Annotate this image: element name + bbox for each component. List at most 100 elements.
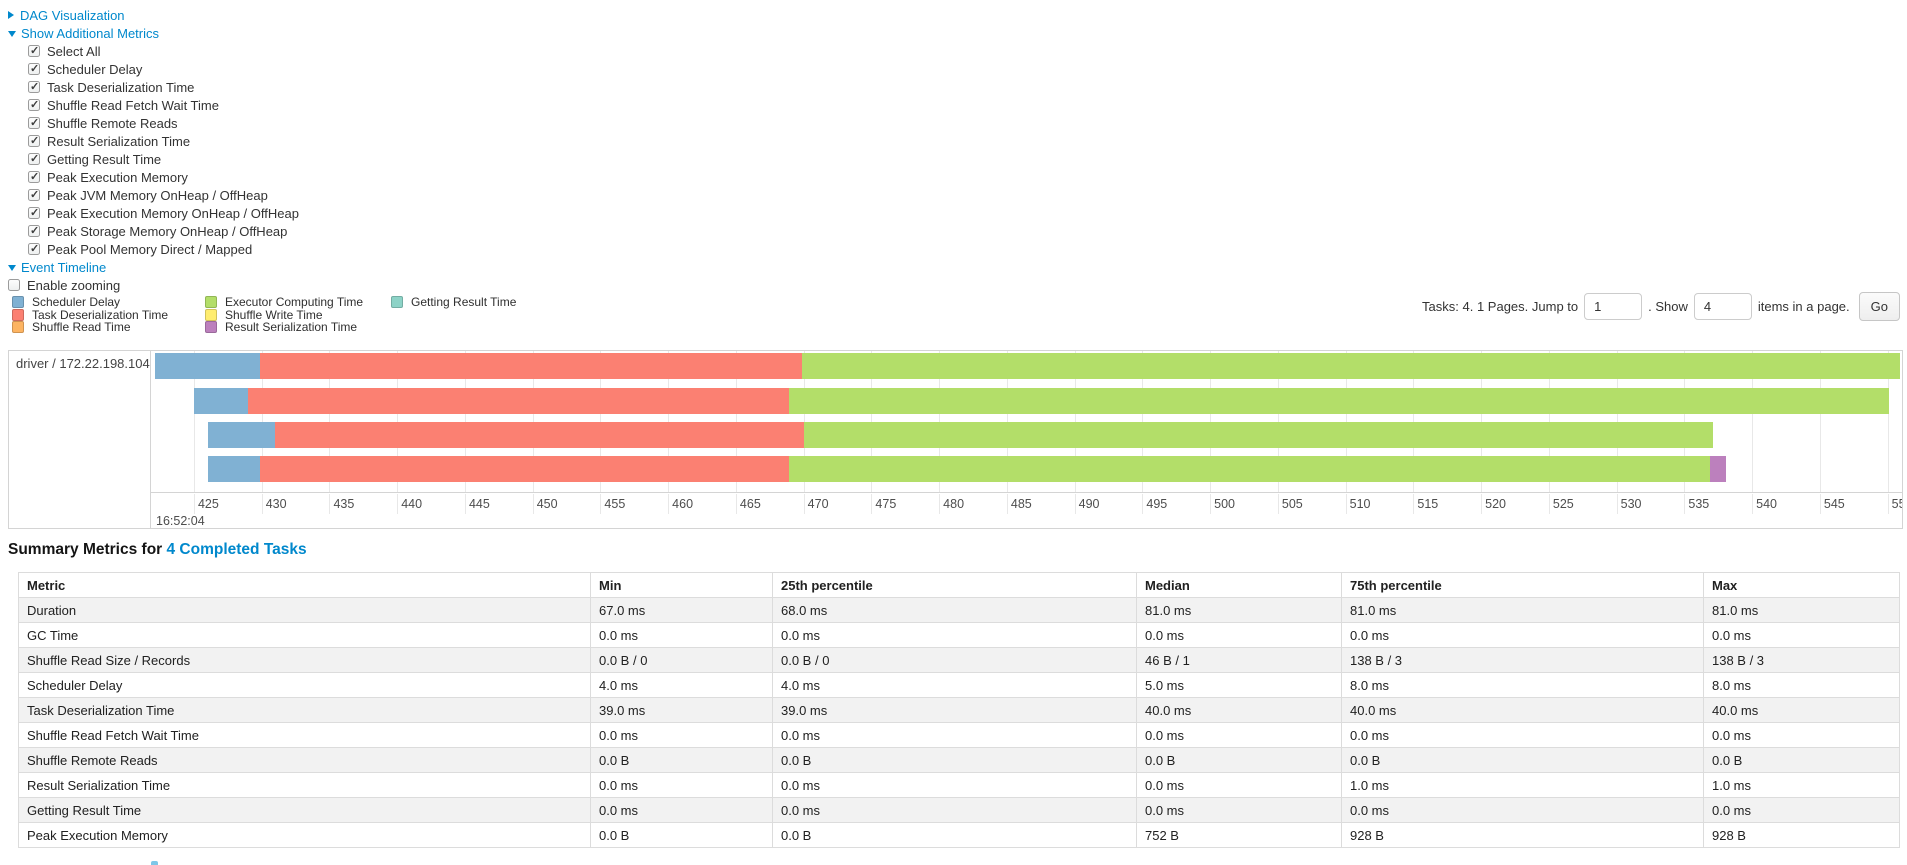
checkbox-result-serialization-time[interactable] <box>28 134 40 147</box>
grid-line <box>1277 351 1279 492</box>
axis-tick <box>261 494 263 514</box>
summary-header-metric: Metric <box>18 572 591 598</box>
task-bar-segment-task-deserialization-time[interactable] <box>260 353 803 379</box>
grid-line <box>1548 351 1550 492</box>
metric-name-cell: GC Time <box>18 622 591 648</box>
axis-tick-label: 425 <box>197 497 219 511</box>
summary-header-max: Max <box>1703 572 1900 598</box>
task-bar-segment-task-deserialization-time[interactable] <box>248 388 789 414</box>
grid-line <box>1752 351 1754 492</box>
grid-line <box>1210 351 1212 492</box>
timeline-plot-area[interactable] <box>151 351 1902 493</box>
items-per-page-input[interactable] <box>1693 293 1752 320</box>
checkbox-scheduler-delay[interactable] <box>28 62 40 75</box>
checkbox-peak-execution-memory[interactable] <box>28 170 40 183</box>
grid-line <box>464 351 466 492</box>
metric-value-cell: 0.0 ms <box>1136 622 1342 648</box>
legend-item-shuffle-read-time: Shuffle Read Time <box>12 320 205 334</box>
show-additional-metrics-toggle[interactable]: Show Additional Metrics <box>8 24 299 42</box>
metric-checkbox-row: Peak JVM Memory OnHeap / OffHeap <box>28 186 299 204</box>
task-bar-segment-executor-computing-time[interactable] <box>802 353 1901 379</box>
metric-value-cell: 1.0 ms <box>1703 772 1900 798</box>
metric-value-cell: 0.0 ms <box>772 797 1137 823</box>
axis-tick <box>193 494 195 514</box>
legend-label-shuffle-write-time: Shuffle Write Time <box>225 307 323 322</box>
legend-label-scheduler-delay: Scheduler Delay <box>32 295 121 310</box>
task-bar-segment-result-serialization-time[interactable] <box>1710 456 1727 482</box>
metric-value-cell: 0.0 ms <box>590 772 773 798</box>
legend-swatch-shuffle-read-time <box>12 321 24 334</box>
axis-tick <box>1210 494 1212 514</box>
summary-row-shuffle-remote-reads: Shuffle Remote Reads 0.0 B 0.0 B 0.0 B 0.0 B… <box>18 747 1900 773</box>
task-bar-segment-scheduler-delay[interactable] <box>154 353 261 379</box>
dag-visualization-toggle[interactable]: DAG Visualization <box>8 6 299 24</box>
grid-line <box>1616 351 1618 492</box>
metric-checkbox-row: Shuffle Read Fetch Wait Time <box>28 96 299 114</box>
axis-tick <box>1819 494 1821 514</box>
metric-value-cell: 0.0 B <box>590 747 773 773</box>
jump-to-page-input[interactable] <box>1584 293 1643 320</box>
go-button[interactable]: Go <box>1858 292 1900 321</box>
task-bar-segment-executor-computing-time[interactable] <box>803 422 1713 448</box>
task-bar-segment-scheduler-delay[interactable] <box>207 422 276 448</box>
metric-value-cell: 39.0 ms <box>590 697 773 723</box>
event-timeline-toggle[interactable]: Event Timeline <box>8 258 299 276</box>
summary-row-task-deserialization-time: Task Deserialization Time 39.0 ms 39.0 ms 4… <box>18 697 1900 723</box>
metric-value-cell: 0.0 ms <box>1341 622 1704 648</box>
checkbox-select-all[interactable] <box>28 44 40 57</box>
checkbox-peak-jvm-memory-onheap-offheap[interactable] <box>28 188 40 201</box>
grid-line <box>532 351 534 492</box>
metric-checkbox-row: Shuffle Remote Reads <box>28 114 299 132</box>
completed-tasks-link[interactable]: 4 Completed Tasks <box>166 541 307 558</box>
metric-value-cell: 0.0 ms <box>1136 722 1342 748</box>
axis-tick <box>1481 494 1483 514</box>
axis-tick <box>1616 494 1618 514</box>
checkbox-label-result-serialization-time: Result Serialization Time <box>47 133 191 149</box>
task-bar-segment-task-deserialization-time[interactable] <box>260 456 789 482</box>
axis-tick <box>600 494 602 514</box>
metric-value-cell: 928 B <box>1341 822 1704 848</box>
summary-row-shuffle-read-size-records: Shuffle Read Size / Records 0.0 B / 0 0.0 … <box>18 647 1900 673</box>
grid-line <box>1413 351 1415 492</box>
legend-item-getting-result-time: Getting Result Time <box>391 295 516 309</box>
checkbox-getting-result-time[interactable] <box>28 152 40 165</box>
enable-zooming-label: Enable zooming <box>27 277 121 293</box>
metric-value-cell: 0.0 ms <box>590 622 773 648</box>
legend-item-scheduler-delay: Scheduler Delay <box>12 295 205 310</box>
checkbox-shuffle-remote-reads[interactable] <box>28 116 40 129</box>
axis-tick-label: 535 <box>1688 497 1710 511</box>
summary-row-peak-execution-memory: Peak Execution Memory 0.0 B 0.0 B 752 B 928 … <box>18 822 1900 848</box>
summary-title-prefix: Summary Metrics for <box>8 541 167 558</box>
enable-zooming-checkbox[interactable] <box>8 279 20 291</box>
axis-tick <box>939 494 941 514</box>
checkbox-task-deserialization-time[interactable] <box>28 80 40 93</box>
checkbox-peak-execution-memory-onheap-offheap[interactable] <box>28 206 40 219</box>
summary-metrics-table: Metric Min 25th percentile Median 75th perce… <box>18 572 1900 848</box>
metric-value-cell: 0.0 ms <box>1703 797 1900 823</box>
metric-name-cell: Shuffle Read Fetch Wait Time <box>18 722 591 748</box>
grid-line <box>261 351 263 492</box>
metric-value-cell: 0.0 ms <box>1341 797 1704 823</box>
task-bar-segment-task-deserialization-time[interactable] <box>275 422 804 448</box>
checkbox-shuffle-read-fetch-wait-time[interactable] <box>28 98 40 111</box>
summary-row-result-serialization-time: Result Serialization Time 0.0 ms 0.0 ms 0.0… <box>18 772 1900 798</box>
axis-tick <box>1345 494 1347 514</box>
task-bar-segment-executor-computing-time[interactable] <box>788 456 1711 482</box>
metric-value-cell: 81.0 ms <box>1703 597 1900 623</box>
metric-value-cell: 0.0 ms <box>590 722 773 748</box>
show-additional-metrics-label: Show Additional Metrics <box>21 25 160 41</box>
checkbox-peak-pool-memory-direct-mapped[interactable] <box>28 242 40 255</box>
metric-value-cell: 4.0 ms <box>590 672 773 698</box>
metric-value-cell: 752 B <box>1136 822 1342 848</box>
task-bar-segment-scheduler-delay[interactable] <box>193 388 249 414</box>
legend-swatch-result-serialization-time <box>205 321 217 334</box>
axis-tick-label: 510 <box>1349 497 1371 511</box>
axis-tick <box>464 494 466 514</box>
checkbox-peak-storage-memory-onheap-offheap[interactable] <box>28 224 40 237</box>
task-bar-segment-scheduler-delay[interactable] <box>207 456 261 482</box>
chevron-down-icon <box>8 265 16 271</box>
task-bar-segment-executor-computing-time[interactable] <box>788 388 1889 414</box>
grid-line <box>1819 351 1821 492</box>
metric-checkbox-row: Result Serialization Time <box>28 132 299 150</box>
grid-line <box>1074 351 1076 492</box>
